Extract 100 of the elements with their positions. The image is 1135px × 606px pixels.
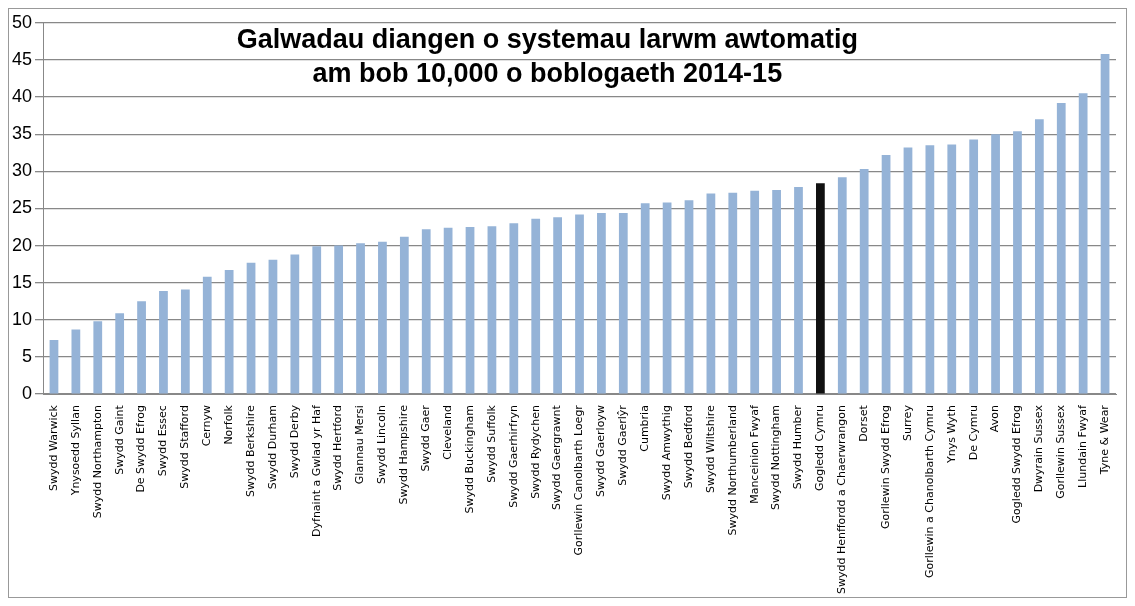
x-tick-label: Swydd Gaint bbox=[112, 404, 126, 475]
x-tick-label: Dorset bbox=[857, 404, 871, 442]
x-tick-label: Dwyrain Sussex bbox=[1032, 404, 1046, 493]
x-tick-label: Swydd Gaergrawnt bbox=[550, 404, 564, 510]
x-tick-label: Swydd Amwythig bbox=[659, 405, 673, 501]
x-tick-label: Swydd Gaerlŷr bbox=[616, 404, 630, 486]
bar bbox=[553, 217, 562, 394]
bar bbox=[618, 212, 628, 394]
x-tick-label: Swydd Durham bbox=[265, 405, 279, 490]
x-tick-label: Swydd Northumberland bbox=[725, 405, 739, 536]
x-tick-label: Cernyw bbox=[200, 405, 214, 447]
bar bbox=[180, 289, 190, 394]
bar bbox=[399, 236, 409, 394]
bar bbox=[71, 329, 81, 394]
bar bbox=[487, 226, 497, 394]
x-tick-label: Swydd Nottingham bbox=[769, 405, 783, 511]
bar bbox=[268, 259, 278, 394]
x-tick-label: Swydd Humber bbox=[791, 404, 805, 490]
bar bbox=[1056, 103, 1066, 394]
x-tick-label: Swydd Stafford bbox=[178, 405, 192, 489]
bar bbox=[991, 134, 1000, 394]
x-tick-label: Ynysoedd Syllan bbox=[68, 405, 82, 497]
x-tick-label: Swydd Buckingham bbox=[462, 405, 476, 514]
bar bbox=[356, 243, 365, 394]
x-tick-label: Swydd Henffordd a Chaerwrangon bbox=[835, 405, 849, 595]
bar bbox=[465, 227, 475, 394]
x-tick-label: Gorllewin Swydd Efrog bbox=[878, 405, 892, 530]
bar bbox=[925, 145, 935, 394]
y-tick-label: 35 bbox=[11, 123, 33, 144]
x-tick-label: Swydd Hertford bbox=[331, 405, 345, 491]
bar bbox=[1034, 119, 1044, 394]
x-tick-label: Swydd Gaer bbox=[419, 404, 433, 472]
x-tick-label: Gorllewin Sussex bbox=[1054, 404, 1068, 499]
bar bbox=[575, 214, 584, 394]
x-tick-label: Gogledd Swydd Efrog bbox=[1010, 405, 1024, 524]
bar bbox=[378, 241, 387, 394]
bar bbox=[531, 218, 541, 394]
bar bbox=[115, 313, 125, 394]
x-tick-label: Swydd Lincoln bbox=[375, 405, 389, 485]
text: Galwadau diangen o systemau larwm awtomatig am bob 10,000 o boblogaeth 2014-15 bbox=[236, 24, 858, 89]
bar bbox=[881, 154, 891, 394]
x-tick-label: Glannau Mersi bbox=[353, 405, 367, 485]
bar bbox=[640, 203, 650, 394]
x-tick-label: Swydd Northampton bbox=[90, 405, 104, 519]
x-tick-label: Avon bbox=[988, 405, 1002, 433]
bar bbox=[859, 169, 869, 394]
x-tick-label: Cumbria bbox=[638, 405, 652, 452]
bar bbox=[837, 177, 847, 394]
bar bbox=[137, 301, 146, 394]
bar bbox=[903, 147, 913, 394]
bar bbox=[706, 193, 716, 394]
bar bbox=[290, 254, 300, 394]
x-tick-label: Swydd Wiltshire bbox=[703, 404, 717, 493]
y-tick-label: 10 bbox=[11, 308, 33, 329]
x-tick-label: Gorllewin a Chanolbarth Cymru bbox=[922, 405, 936, 579]
x-tick-label: Cleveland bbox=[440, 405, 454, 460]
bar bbox=[421, 229, 431, 394]
bar bbox=[597, 212, 606, 394]
x-tick-label: Swydd Derby bbox=[287, 404, 301, 479]
y-tick-label: 5 bbox=[22, 345, 33, 366]
x-tick-label: Swydd Bedford bbox=[681, 405, 695, 489]
bar bbox=[443, 227, 453, 394]
x-tick-label: Gogledd Cymru bbox=[813, 405, 827, 492]
bar bbox=[969, 139, 979, 394]
x-tick-label: Swydd Suffolk bbox=[484, 404, 498, 483]
x-tick-label: Llundain Fwyaf bbox=[1076, 403, 1090, 488]
bar bbox=[1013, 131, 1022, 394]
x-tick-label: Swydd Gaerloyw bbox=[594, 405, 608, 497]
x-tick-label: Swydd Gaerhirfryn bbox=[506, 405, 520, 508]
bar bbox=[224, 270, 234, 394]
bar bbox=[947, 144, 957, 394]
bar bbox=[816, 183, 825, 394]
bar bbox=[662, 202, 672, 394]
x-tick-label: Swydd Rydychen bbox=[528, 405, 542, 499]
x-tick-label: Manceinion Fwyaf bbox=[747, 403, 761, 504]
bar bbox=[509, 223, 519, 394]
y-tick-label: 50 bbox=[11, 11, 33, 32]
bar bbox=[93, 321, 103, 394]
bar bbox=[750, 190, 760, 394]
y-tick-label: 45 bbox=[11, 48, 33, 69]
x-tick-label: Swydd Berkshire bbox=[243, 404, 257, 498]
bar bbox=[312, 246, 322, 394]
x-tick-label: De Swydd Efrog bbox=[134, 405, 148, 493]
x-tick-label: Swydd Warwick bbox=[46, 404, 60, 491]
x-tick-label: Tyne & Wear bbox=[1097, 404, 1111, 476]
x-tick-label: De Cymru bbox=[966, 405, 980, 461]
y-tick-label: 15 bbox=[11, 271, 33, 292]
x-tick-label: Surrey bbox=[900, 404, 914, 441]
bar bbox=[684, 200, 694, 394]
y-tick-label: 20 bbox=[11, 234, 33, 255]
bar bbox=[728, 192, 738, 394]
x-tick-label: Ynys Wyth bbox=[944, 405, 958, 465]
bar bbox=[246, 262, 256, 394]
bar bbox=[1100, 53, 1110, 394]
bar bbox=[49, 339, 59, 394]
bar bbox=[334, 245, 344, 394]
bar bbox=[202, 276, 212, 394]
x-tick-label: Swydd Essec bbox=[156, 405, 170, 477]
bar bbox=[794, 186, 803, 394]
y-tick-label: 25 bbox=[11, 197, 33, 218]
